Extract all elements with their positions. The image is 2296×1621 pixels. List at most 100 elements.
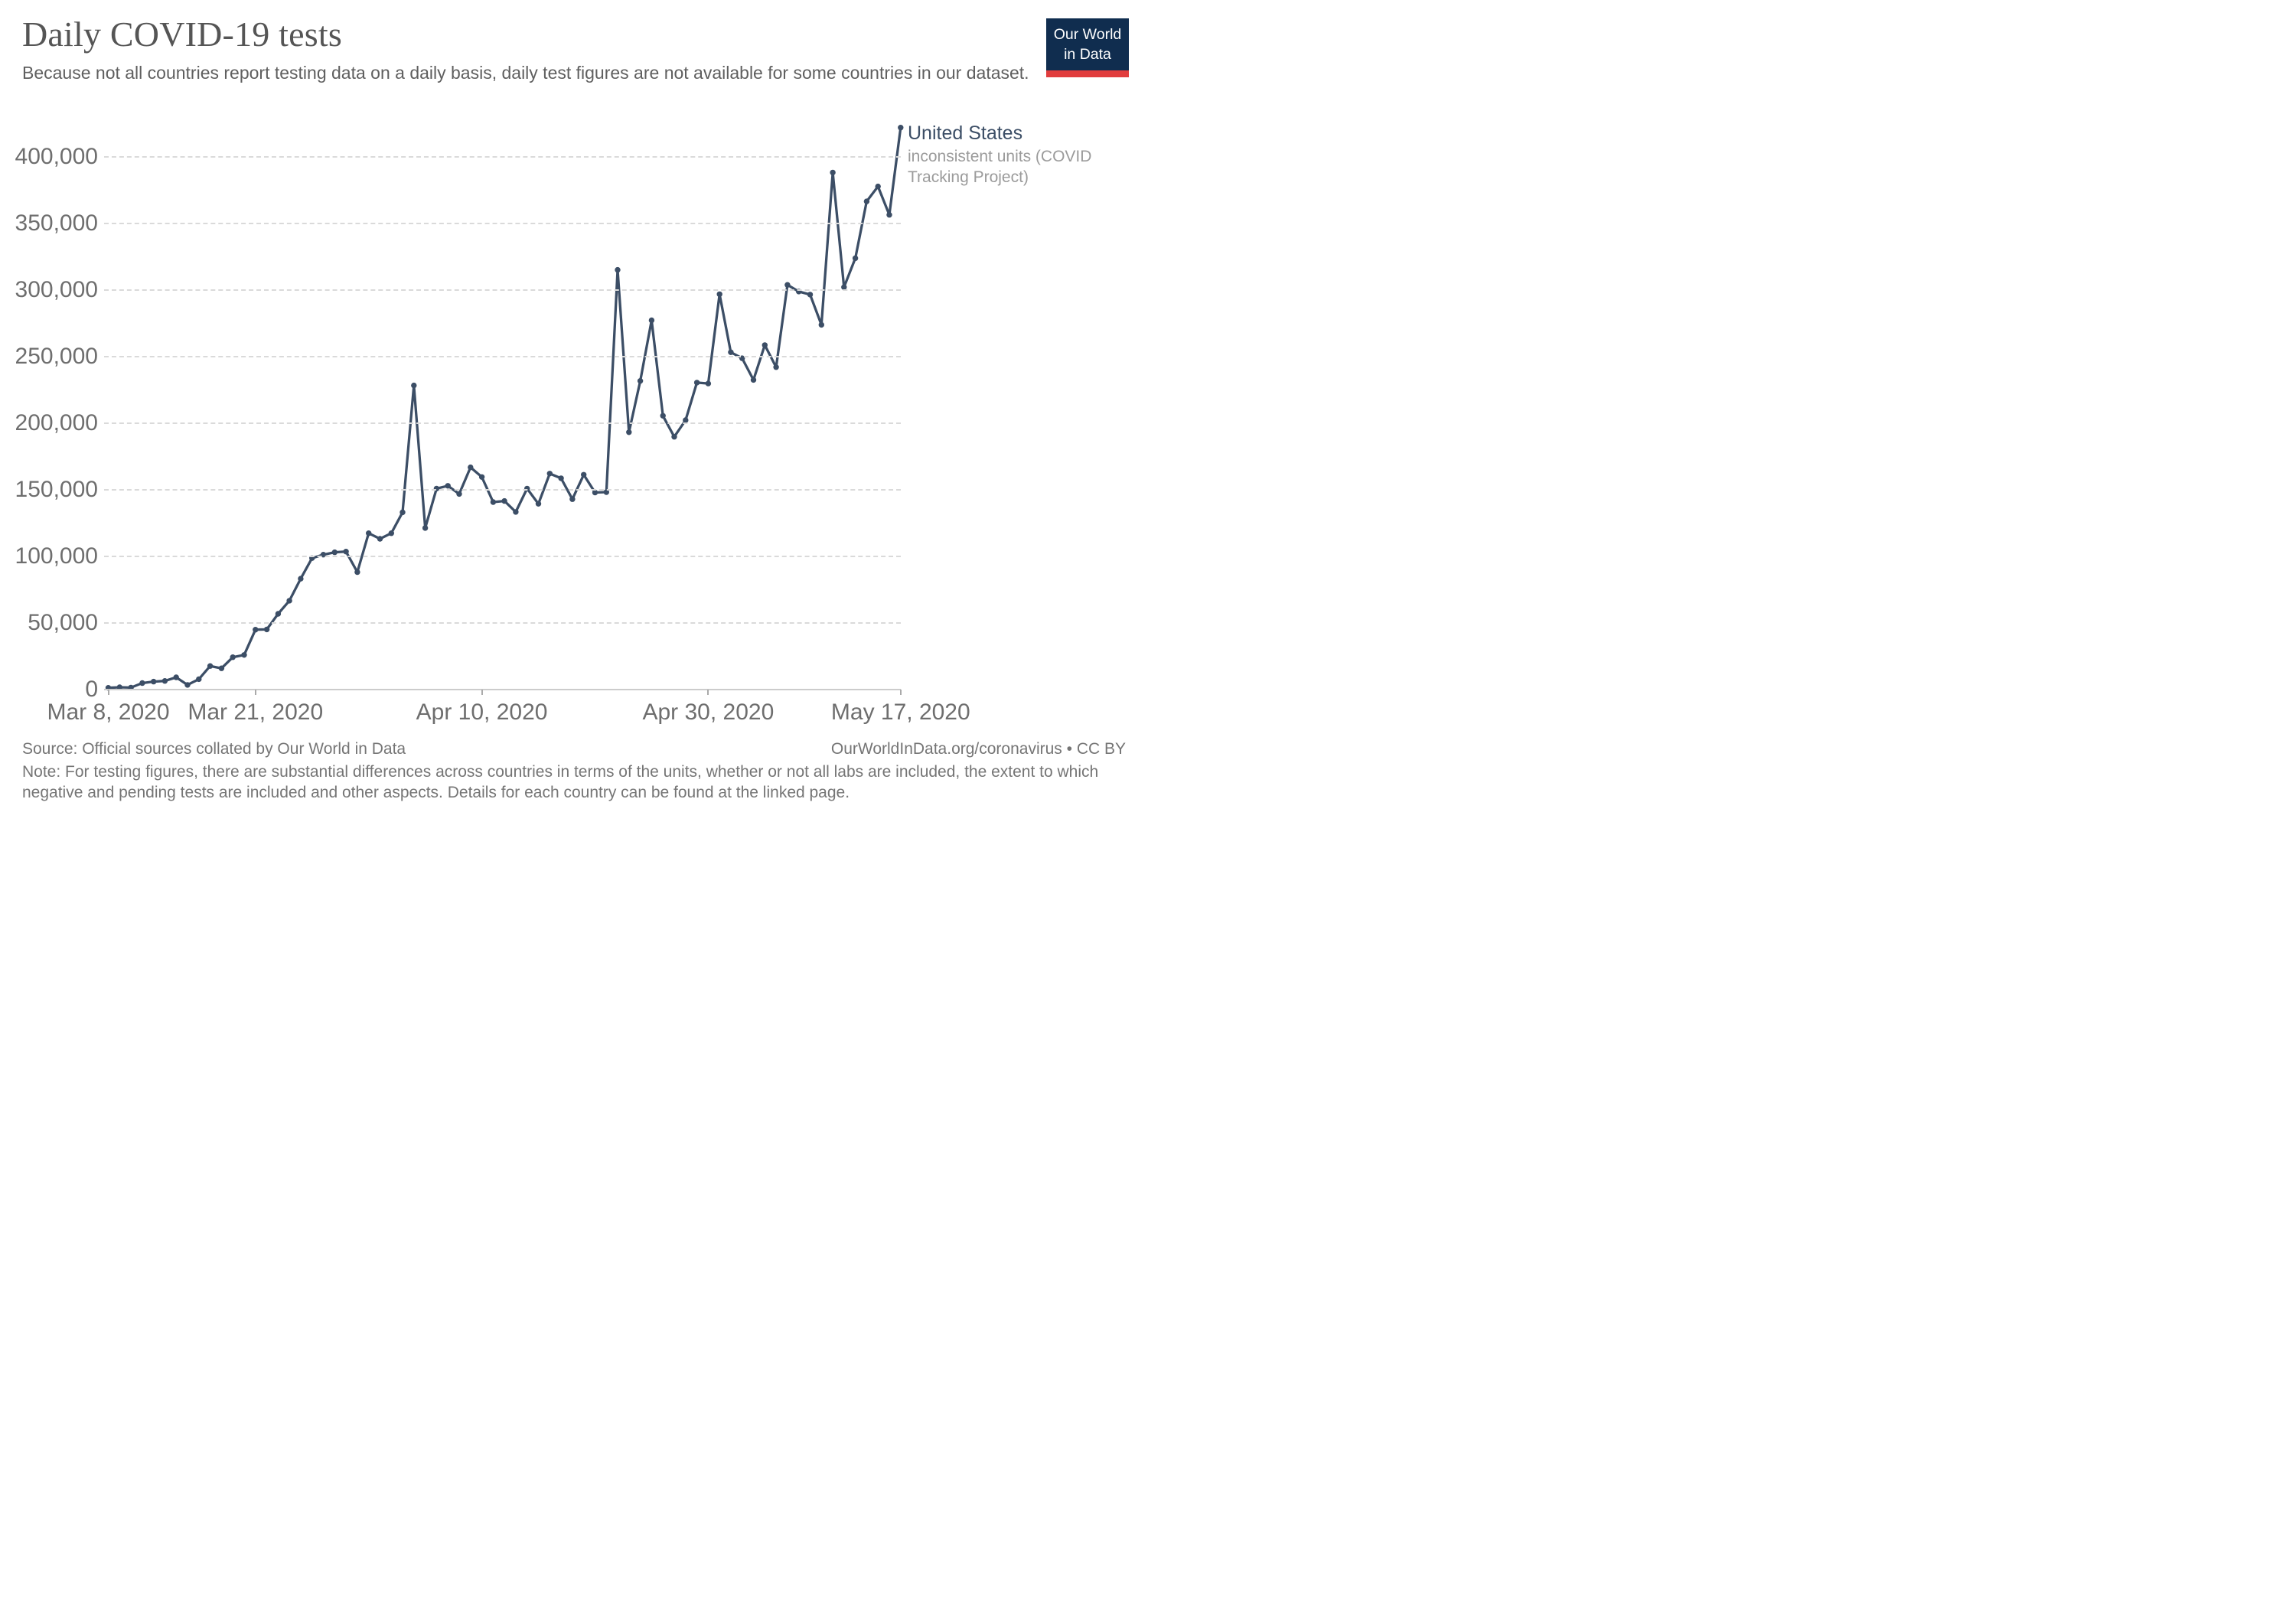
data-point <box>230 654 236 660</box>
data-point <box>501 497 507 504</box>
x-axis-tick <box>899 690 902 695</box>
y-axis-label: 200,000 <box>15 410 98 435</box>
x-axis-label: Mar 8, 2020 <box>47 700 170 725</box>
x-axis-tick <box>707 690 709 695</box>
owid-logo[interactable]: Our World in Data <box>1046 18 1129 78</box>
data-point <box>151 678 157 685</box>
data-point <box>445 483 451 489</box>
owid-chart-page: Daily COVID-19 tests Because not all cou… <box>0 0 1148 810</box>
x-axis-label: Apr 10, 2020 <box>416 700 548 725</box>
y-gridline <box>104 289 901 291</box>
footer-note: Note: For testing figures, there are sub… <box>22 763 1099 802</box>
data-line <box>106 126 902 690</box>
y-axis-label: 250,000 <box>15 344 98 369</box>
legend-series-name: United States <box>908 122 1023 144</box>
data-point <box>468 464 474 471</box>
page-title: Daily COVID-19 tests <box>22 15 342 54</box>
data-point <box>762 342 768 348</box>
y-axis-label: 350,000 <box>15 210 98 236</box>
data-point <box>626 429 632 435</box>
y-gridline <box>104 223 901 224</box>
data-point <box>581 471 587 478</box>
data-point <box>343 549 349 555</box>
y-gridline <box>104 489 901 491</box>
data-point <box>863 198 870 204</box>
data-point <box>411 382 417 389</box>
data-point <box>377 536 383 542</box>
data-point <box>139 680 145 687</box>
y-axis-label: 0 <box>85 677 98 702</box>
x-axis-line <box>104 689 901 690</box>
data-point <box>886 212 892 218</box>
data-point <box>388 530 394 537</box>
data-point <box>263 626 270 633</box>
x-axis-label: May 17, 2020 <box>830 700 970 725</box>
data-point <box>218 665 225 671</box>
data-point <box>852 255 859 262</box>
data-point <box>773 364 779 370</box>
x-axis-tick <box>107 690 109 695</box>
data-point <box>705 380 712 386</box>
data-point <box>253 627 259 633</box>
data-point <box>366 530 372 537</box>
data-point <box>241 652 247 658</box>
data-point <box>184 682 191 688</box>
x-axis-label: Mar 21, 2020 <box>188 700 324 725</box>
data-point <box>898 125 904 131</box>
data-point <box>535 501 542 507</box>
x-axis-label: Apr 30, 2020 <box>642 700 775 725</box>
data-point <box>456 491 462 497</box>
owid-logo-line1: Our World <box>1053 26 1122 43</box>
data-point <box>207 663 214 669</box>
data-point <box>422 525 429 531</box>
y-gridline <box>104 156 901 158</box>
data-point <box>558 475 564 481</box>
data-point <box>648 317 655 324</box>
footer-source: Source: Official sources collated by Our… <box>22 740 406 758</box>
data-point <box>513 509 519 515</box>
line-chart-area: United States inconsistent units (COVID … <box>0 0 1148 810</box>
data-point <box>784 282 791 288</box>
data-point <box>671 434 677 440</box>
series-legend[interactable]: United States inconsistent units (COVID … <box>908 122 1099 188</box>
data-point <box>569 496 576 502</box>
y-gridline <box>104 356 901 357</box>
data-point <box>173 674 179 680</box>
y-axis-label: 150,000 <box>15 477 98 502</box>
y-axis-label: 100,000 <box>15 543 98 569</box>
data-point <box>637 378 644 384</box>
data-point <box>728 349 734 355</box>
data-point <box>490 499 497 505</box>
y-gridline <box>104 422 901 424</box>
data-point <box>478 474 485 480</box>
data-point <box>693 380 700 386</box>
chart-subtitle: Because not all countries report testing… <box>22 63 1029 83</box>
y-axis-label: 400,000 <box>15 144 98 169</box>
data-point <box>196 676 202 683</box>
owid-logo-line2: in Data <box>1064 45 1111 63</box>
data-point <box>286 598 292 604</box>
data-point <box>331 549 338 556</box>
data-point <box>716 291 722 298</box>
legend-series-note: inconsistent units (COVID Tracking Proje… <box>908 148 1092 186</box>
data-point <box>830 169 836 176</box>
data-point <box>875 183 881 190</box>
y-gridline <box>104 556 901 557</box>
footer-link[interactable]: OurWorldInData.org/coronavirus • CC BY <box>830 740 1126 758</box>
data-point <box>275 611 282 617</box>
data-point <box>546 471 553 477</box>
data-point <box>161 678 168 684</box>
data-point <box>818 321 825 328</box>
data-point <box>615 266 621 273</box>
data-point <box>298 576 304 582</box>
x-axis-tick <box>254 690 256 695</box>
data-point <box>400 509 406 516</box>
data-point <box>807 292 814 298</box>
data-point <box>660 413 666 419</box>
y-axis-label: 300,000 <box>15 277 98 302</box>
data-point <box>354 569 360 576</box>
y-axis-label: 50,000 <box>28 610 98 635</box>
data-point <box>750 377 757 383</box>
y-gridline <box>104 622 901 624</box>
x-axis-tick <box>481 690 483 695</box>
